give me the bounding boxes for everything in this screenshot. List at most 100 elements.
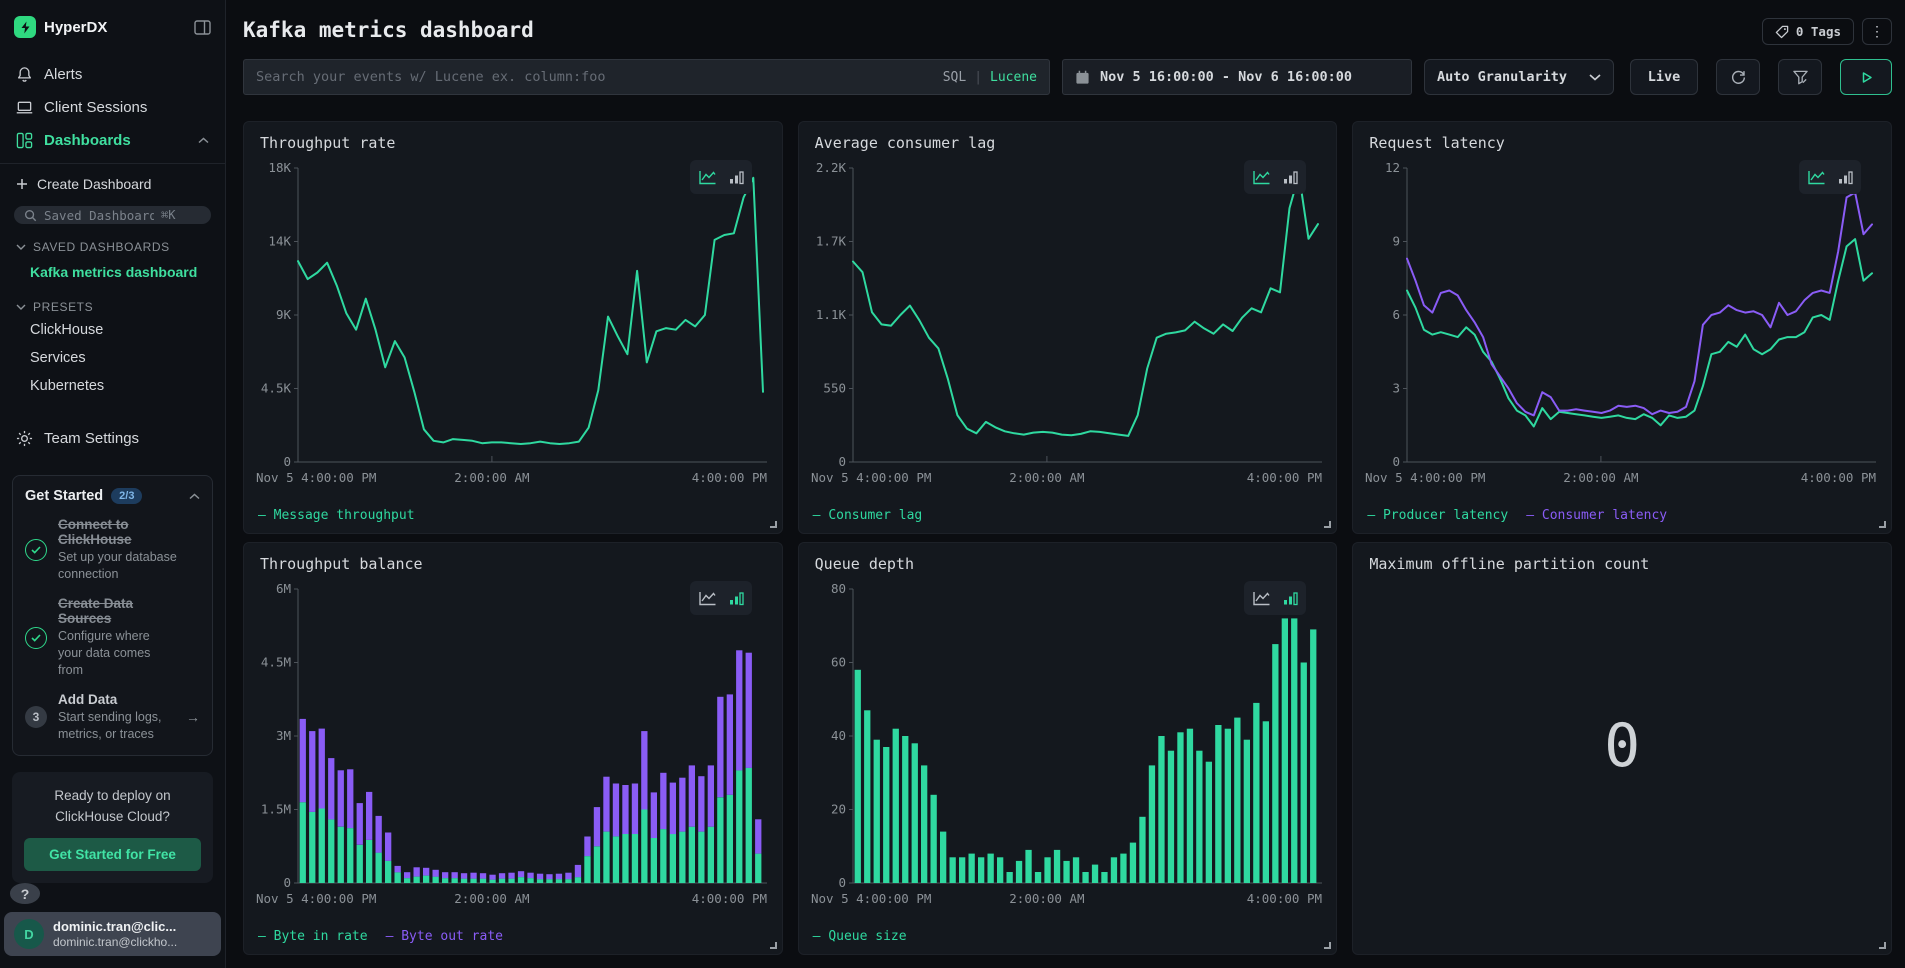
- series-bar: [508, 878, 515, 883]
- tags-button[interactable]: 0 Tags: [1761, 18, 1854, 45]
- svg-text:9: 9: [1393, 234, 1401, 249]
- svg-text:2:00:00 AM: 2:00:00 AM: [1009, 891, 1084, 906]
- series-bar: [1186, 728, 1193, 883]
- preset-kubernetes[interactable]: Kubernetes: [30, 378, 105, 395]
- resize-handle[interactable]: [1879, 521, 1886, 528]
- svg-text:20: 20: [831, 802, 846, 817]
- chart-card-queue-depth: Queue depth 0 20 40 60 80 Nov 5 4:00:00 PM 2:00…: [797, 542, 1338, 955]
- lucene-mode-toggle[interactable]: Lucene: [990, 69, 1037, 85]
- sql-mode-toggle[interactable]: SQL: [942, 69, 967, 85]
- preset-services[interactable]: Services: [30, 350, 86, 367]
- granularity-select[interactable]: Auto Granularity: [1424, 59, 1614, 95]
- chart-card-throughput-balance: Throughput balance 0 1.5M 3M 4.5M 6M Nov 5 4:0…: [243, 542, 783, 955]
- series-bar: [442, 872, 449, 879]
- series-bar: [698, 831, 705, 884]
- search-icon: [24, 209, 37, 222]
- more-menu-button[interactable]: ⋮: [1862, 18, 1892, 45]
- get-started-step-sources[interactable]: Create Data Sources Configure where your…: [25, 596, 200, 679]
- series-bar: [1044, 857, 1051, 883]
- saved-dashboards-search[interactable]: ⌘K: [14, 206, 211, 225]
- series-bar: [679, 777, 686, 832]
- series-bar: [593, 846, 601, 884]
- line-chart-toggle-icon[interactable]: [1252, 170, 1271, 185]
- get-started-free-button[interactable]: Get Started for Free: [24, 838, 201, 872]
- chevron-up-icon[interactable]: [189, 493, 200, 500]
- bar-chart-toggle-icon[interactable]: [1283, 170, 1298, 185]
- legend-item[interactable]: — Message throughput: [258, 508, 415, 523]
- line-chart-toggle-icon[interactable]: [698, 170, 717, 185]
- series-bar: [1205, 761, 1212, 883]
- line-chart-toggle-icon[interactable]: [1252, 591, 1271, 606]
- series-bar: [1281, 618, 1288, 883]
- sidebar-collapse-icon[interactable]: [194, 19, 211, 35]
- resize-handle[interactable]: [1324, 521, 1332, 528]
- series-bar: [863, 710, 871, 883]
- svg-text:2:00:00 AM: 2:00:00 AM: [1564, 470, 1639, 485]
- get-started-step-add-data[interactable]: 3 Add Data Start sending logs, metrics, …: [25, 692, 200, 743]
- sidebar-item-dashboards[interactable]: Dashboards: [0, 124, 225, 157]
- series-bar: [404, 872, 411, 879]
- sidebar-divider: [0, 163, 225, 164]
- series-bar: [489, 879, 496, 883]
- create-dashboard-button[interactable]: Create Dashboard: [0, 164, 225, 196]
- resize-handle[interactable]: [1879, 942, 1886, 949]
- bar-chart-toggle-icon[interactable]: [729, 591, 744, 606]
- svg-text:2:00:00 AM: 2:00:00 AM: [454, 470, 529, 485]
- series-bar: [745, 767, 752, 883]
- sidebar-nav: Alerts Client Sessions Dashboards: [0, 58, 225, 157]
- live-button[interactable]: Live: [1630, 59, 1698, 95]
- sidebar-item-team-settings[interactable]: Team Settings: [0, 422, 225, 455]
- series-bar: [394, 872, 401, 883]
- series-bar: [555, 879, 563, 883]
- legend-item[interactable]: — Byte in rate: [258, 929, 368, 944]
- bar-chart-toggle-icon[interactable]: [1838, 170, 1853, 185]
- date-range-picker[interactable]: Nov 5 16:00:00 - Nov 6 16:00:00: [1062, 59, 1412, 95]
- resize-handle[interactable]: [769, 521, 777, 528]
- event-search-input[interactable]: [256, 69, 933, 85]
- saved-dashboards-header[interactable]: SAVED DASHBOARDS: [0, 240, 225, 254]
- series-bar: [892, 728, 899, 883]
- sidebar-item-client-sessions[interactable]: Client Sessions: [0, 91, 225, 124]
- legend-item[interactable]: — Consumer lag: [812, 508, 923, 523]
- bar-chart-toggle-icon[interactable]: [729, 170, 744, 185]
- svg-text:80: 80: [831, 581, 846, 596]
- user-menu[interactable]: D dominic.tran@clic... dominic.tran@clic…: [4, 912, 221, 956]
- series-bar: [1157, 736, 1165, 883]
- filter-button[interactable]: [1778, 59, 1822, 95]
- resize-handle[interactable]: [1324, 942, 1332, 949]
- saved-dashboards-search-input[interactable]: [44, 207, 154, 223]
- get-started-step-connect[interactable]: Connect to ClickHouse Set up your databa…: [25, 517, 200, 583]
- presets-header[interactable]: PRESETS: [0, 300, 225, 314]
- run-query-button[interactable]: [1840, 59, 1892, 95]
- series-bar: [1309, 629, 1317, 883]
- sidebar-item-alerts[interactable]: Alerts: [0, 58, 225, 91]
- svg-text:2.2K: 2.2K: [816, 160, 847, 175]
- series-bar: [1138, 816, 1146, 883]
- series-bar: [1129, 842, 1136, 883]
- sidebar-item-kafka-dashboard[interactable]: Kafka metrics dashboard: [30, 264, 198, 281]
- line-chart-toggle-icon[interactable]: [698, 591, 717, 606]
- legend-item[interactable]: — Byte out rate: [385, 929, 503, 944]
- arrow-right-icon: →: [186, 709, 200, 726]
- legend-item[interactable]: — Consumer latency: [1526, 508, 1668, 523]
- resize-handle[interactable]: [769, 942, 777, 949]
- series-bar: [593, 807, 601, 847]
- legend-item[interactable]: — Queue size: [812, 929, 907, 944]
- step-number-badge: 3: [25, 706, 47, 729]
- bar-chart-toggle-icon[interactable]: [1283, 591, 1298, 606]
- refresh-button[interactable]: [1716, 59, 1760, 95]
- series-bar: [1176, 732, 1184, 883]
- user-name: dominic.tran@clic...: [53, 919, 177, 934]
- series-bar: [470, 878, 477, 883]
- legend-item[interactable]: — Producer latency: [1367, 508, 1509, 523]
- dashboard-grid: Throughput rate 0 4.5K 9K 14K 18K Nov 5 4:00:0…: [226, 95, 1905, 955]
- page-title: Kafka metrics dashboard: [243, 18, 534, 42]
- chart-type-toggle: [689, 160, 752, 194]
- plus-icon: [16, 178, 28, 190]
- help-button[interactable]: ?: [10, 883, 40, 904]
- series-bar: [299, 718, 306, 803]
- svg-text:2:00:00 AM: 2:00:00 AM: [454, 891, 529, 906]
- svg-text:12: 12: [1385, 160, 1400, 175]
- line-chart-toggle-icon[interactable]: [1807, 170, 1826, 185]
- preset-clickhouse[interactable]: ClickHouse: [30, 322, 104, 339]
